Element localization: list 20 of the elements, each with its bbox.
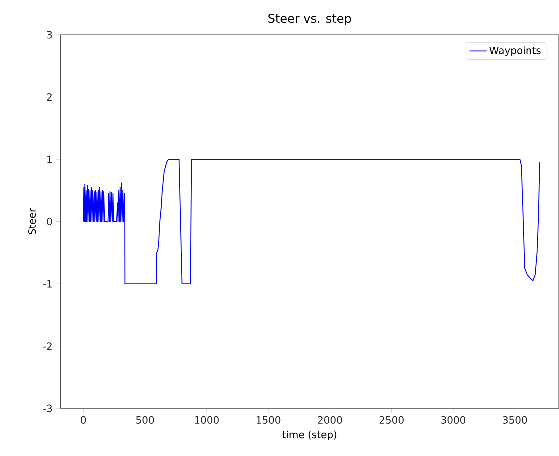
y-tick-label: 1 — [48, 156, 52, 164]
y-axis-title: Steer — [28, 208, 36, 234]
x-tick-label: 3500 — [503, 416, 528, 424]
legend-label: Waypoints — [490, 46, 541, 56]
y-tick-label: 0 — [47, 218, 52, 226]
x-axis-title: time (step) — [282, 430, 337, 441]
chart-title: Steer vs. step — [268, 14, 352, 26]
y-tick-label: -2 — [43, 342, 52, 350]
x-tick-label: 2500 — [380, 416, 404, 424]
x-tick-label: 3000 — [442, 416, 466, 424]
x-tick-label: 2000 — [318, 416, 342, 424]
line-series — [83, 159, 540, 285]
y-tick-label: -1 — [43, 280, 52, 288]
y-tick-label: 3 — [47, 31, 52, 39]
x-tick-label: 0 — [81, 416, 86, 424]
x-tick-label: 1000 — [195, 416, 219, 424]
x-tick-label: 1500 — [256, 416, 281, 424]
y-tick-label: 2 — [47, 94, 52, 101]
x-tick-label: 500 — [136, 416, 154, 424]
y-tick-label: -3 — [43, 404, 52, 412]
